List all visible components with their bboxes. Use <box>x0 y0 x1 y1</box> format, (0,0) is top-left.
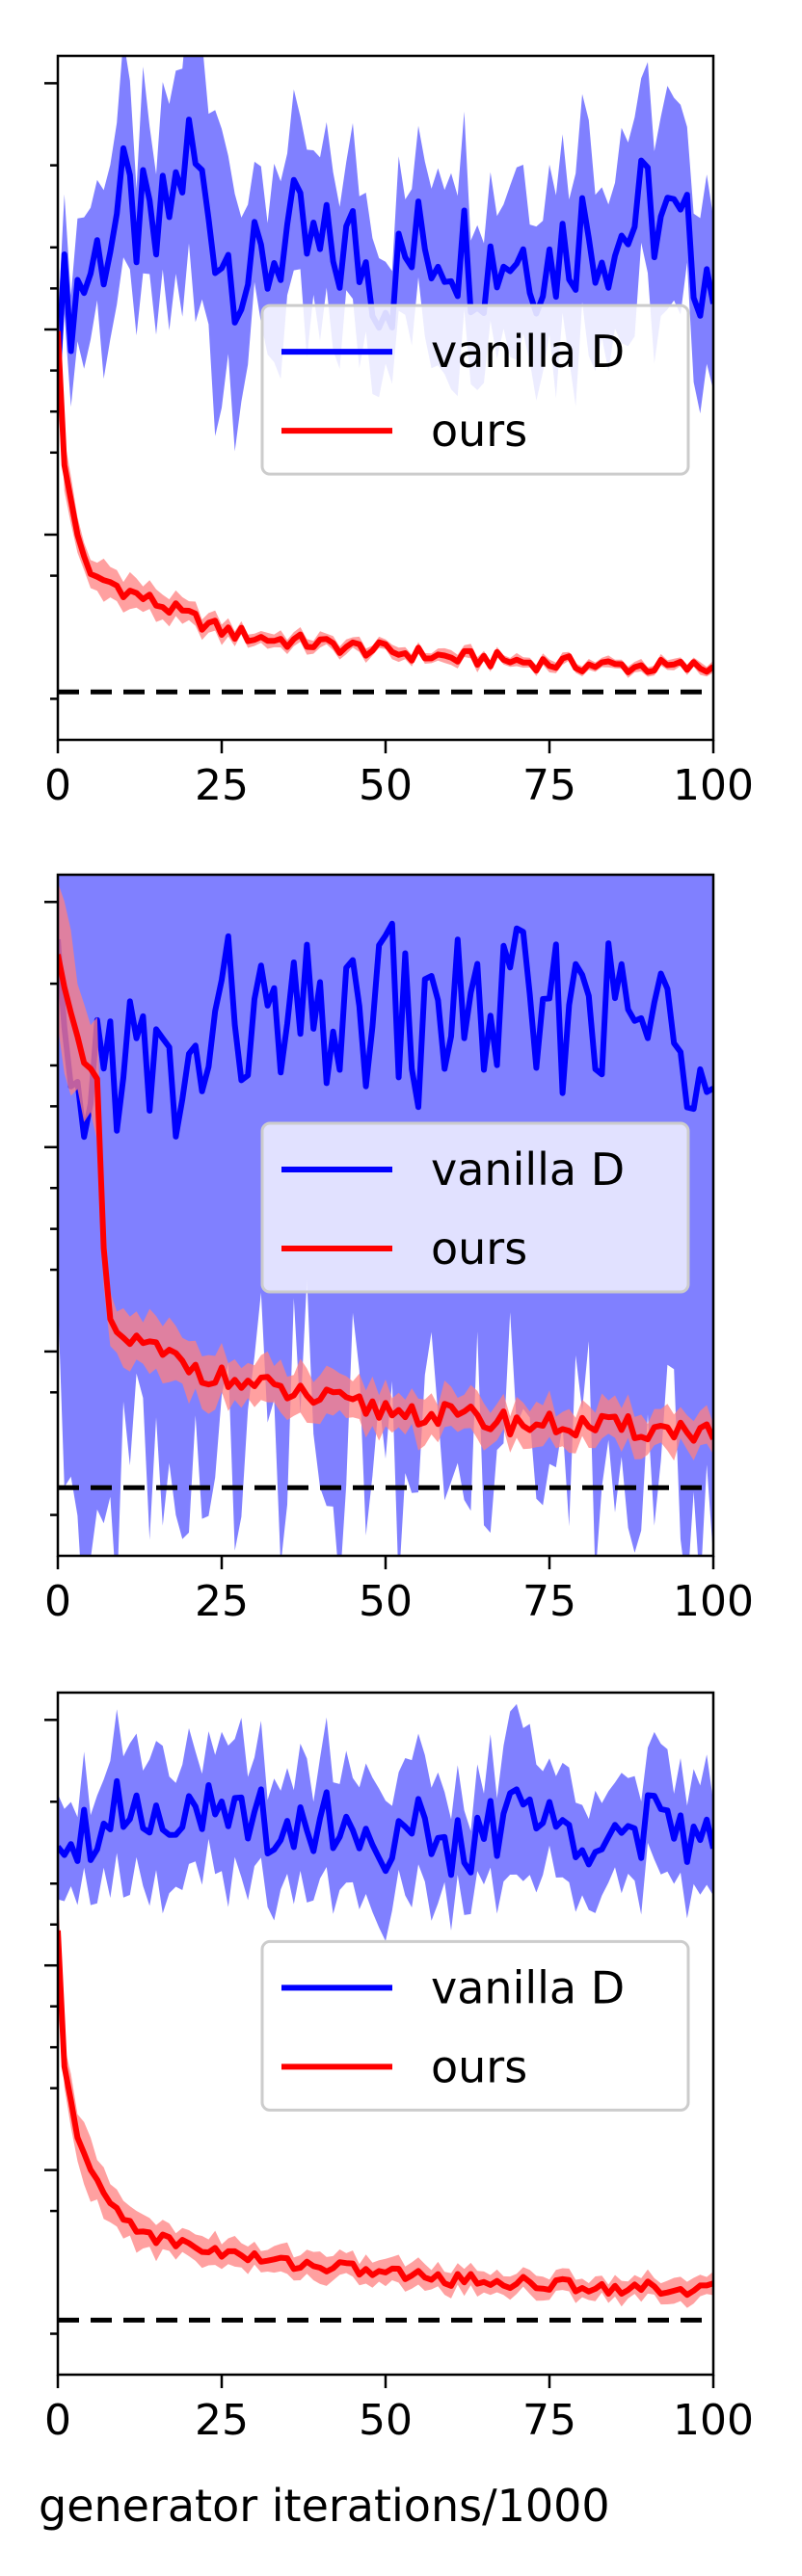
x-tick-label-100: 100 <box>673 761 754 810</box>
legend: vanilla D ours <box>260 303 690 476</box>
legend-label-vanilla-d: vanilla D <box>431 1961 625 2013</box>
legend-label-ours: ours <box>431 1222 527 1275</box>
series-line-ours <box>58 1930 713 2299</box>
x-tick-label-25: 25 <box>195 2396 249 2445</box>
series-line-vanilla-d <box>58 920 713 1141</box>
x-tick-label-25: 25 <box>195 1577 249 1626</box>
x-tick-label-50: 50 <box>359 761 413 810</box>
legend-label-ours: ours <box>431 2040 527 2092</box>
chart-panel-2: 0 25 50 75 100 vanilla D ours <box>44 873 754 1626</box>
series-line-ours <box>58 330 713 675</box>
series-line-ours <box>58 954 713 1444</box>
legend-label-vanilla-d: vanilla D <box>431 1143 625 1196</box>
legend-label-ours: ours <box>431 405 527 457</box>
legend: vanilla D ours <box>260 1939 690 2112</box>
plot-area <box>58 1703 713 2308</box>
x-tick-label-0: 0 <box>44 1577 71 1626</box>
x-axis-label: generator iterations/1000 <box>39 2480 610 2532</box>
legend: vanilla D ours <box>260 1121 690 1294</box>
x-tick-label-25: 25 <box>195 761 249 810</box>
x-tick-label-50: 50 <box>359 2396 413 2445</box>
x-tick-label-0: 0 <box>44 2396 71 2445</box>
x-tick-label-75: 75 <box>522 2396 576 2445</box>
x-tick-label-75: 75 <box>522 1577 576 1626</box>
legend-label-vanilla-d: vanilla D <box>431 326 625 378</box>
x-tick-label-100: 100 <box>673 2396 754 2445</box>
chart-panel-3: 0 25 50 75 100 vanilla D ours <box>44 1691 754 2445</box>
chart-panel-1: 0 25 50 75 100 vanilla D ours <box>44 54 754 810</box>
x-tick-label-50: 50 <box>359 1577 413 1626</box>
x-tick-label-100: 100 <box>673 1577 754 1626</box>
x-tick-label-75: 75 <box>522 761 576 810</box>
band-vanilla-d <box>58 56 713 452</box>
series-line-vanilla-d <box>58 1777 713 1879</box>
band-vanilla-d <box>58 1703 713 1941</box>
x-tick-label-0: 0 <box>44 761 71 810</box>
